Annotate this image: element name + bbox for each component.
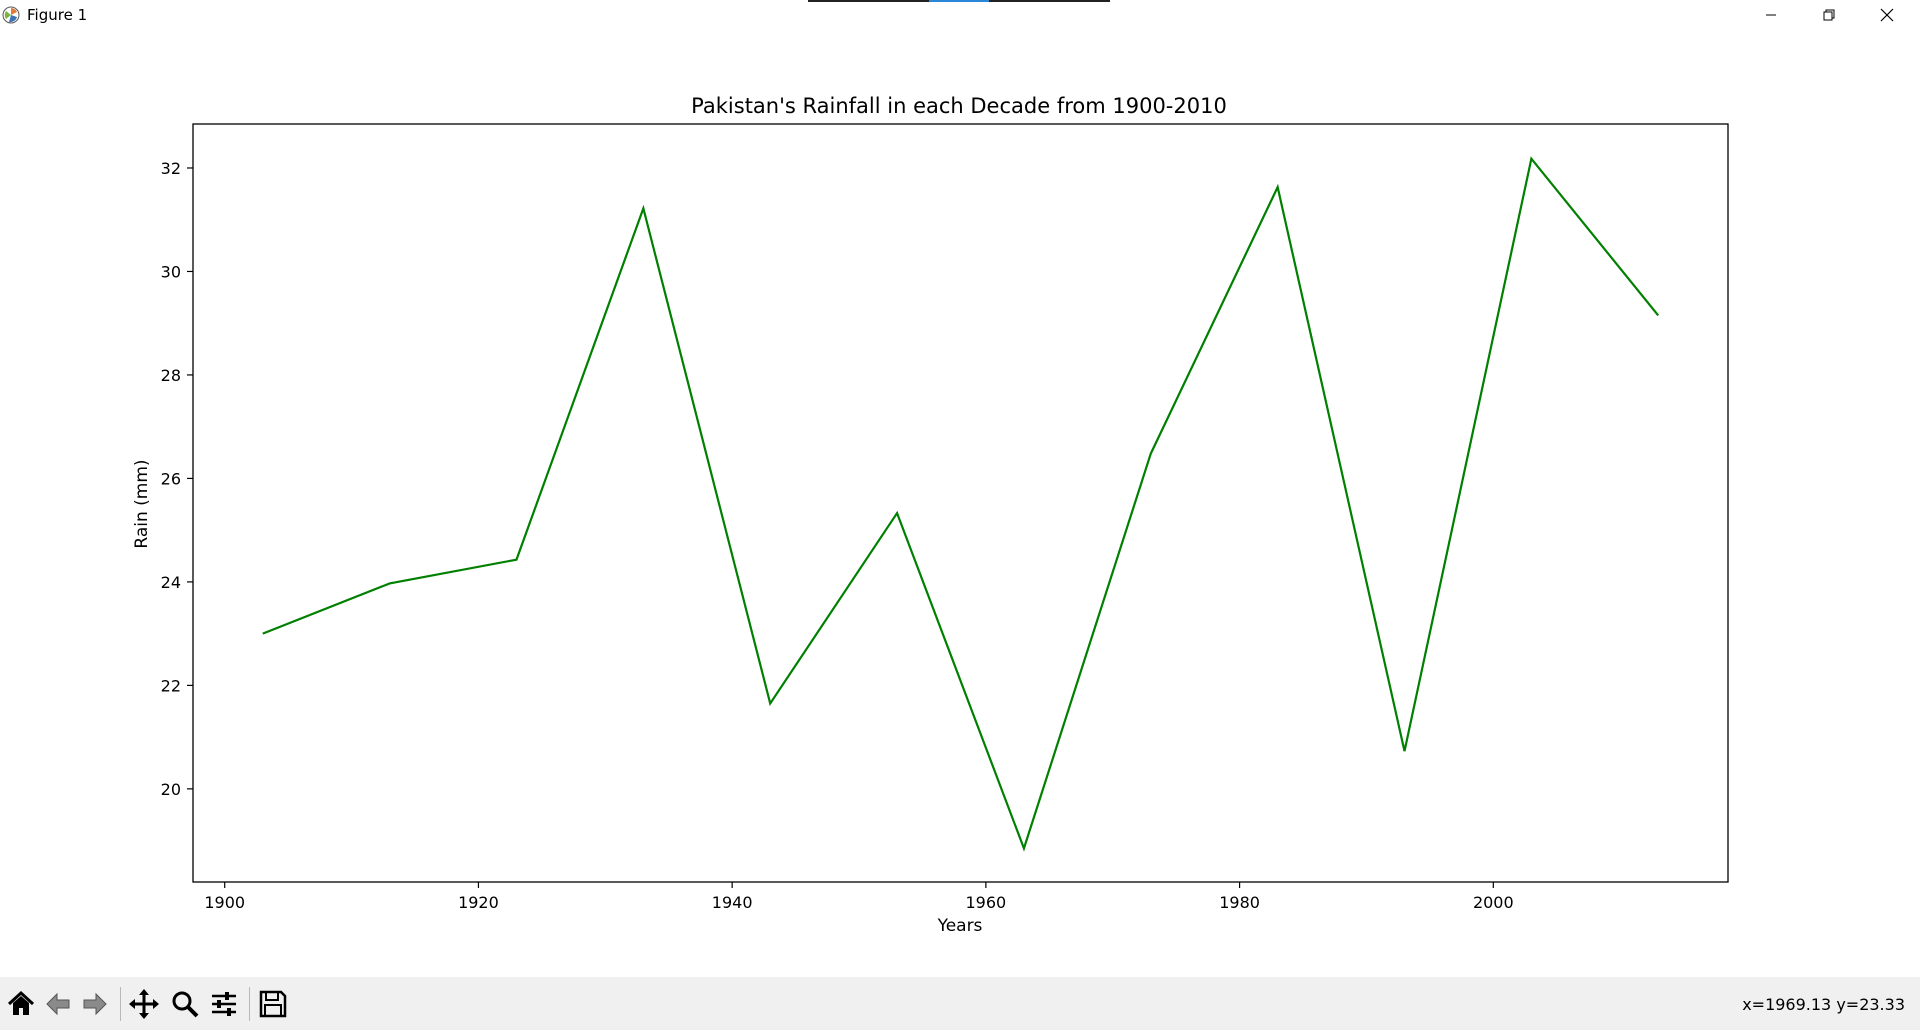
configure-subplots-icon bbox=[212, 992, 236, 1016]
navigation-toolbar: x=1969.13 y=23.33 bbox=[0, 977, 1920, 1030]
x-axis-label: Years bbox=[937, 916, 983, 936]
figure-canvas[interactable]: Pakistan's Rainfall in each Decade from … bbox=[0, 30, 1920, 977]
save-disk-icon bbox=[259, 990, 287, 1018]
home-button[interactable] bbox=[3, 984, 39, 1024]
toolbar-separator bbox=[120, 987, 121, 1021]
y-tick-label: 32 bbox=[161, 159, 181, 178]
maximize-button[interactable] bbox=[1800, 0, 1858, 30]
forward-arrow-icon bbox=[83, 992, 107, 1016]
x-tick-label: 1940 bbox=[712, 893, 753, 912]
x-tick-label: 1900 bbox=[204, 893, 245, 912]
pan-move-icon bbox=[129, 989, 159, 1019]
chart-title: Pakistan's Rainfall in each Decade from … bbox=[691, 94, 1227, 118]
matplotlib-icon bbox=[2, 6, 20, 24]
home-icon bbox=[7, 990, 35, 1015]
minimize-button[interactable] bbox=[1742, 0, 1800, 30]
close-icon bbox=[1880, 8, 1894, 22]
window-title: Figure 1 bbox=[27, 6, 88, 24]
x-tick-label: 2000 bbox=[1473, 893, 1514, 912]
axes-frame bbox=[192, 123, 1729, 883]
configure-subplots-button[interactable] bbox=[206, 984, 242, 1024]
save-button[interactable] bbox=[255, 984, 291, 1024]
toolbar-separator bbox=[249, 987, 250, 1021]
y-tick-label: 20 bbox=[161, 780, 181, 799]
pan-button[interactable] bbox=[126, 984, 162, 1024]
x-tick-label: 1960 bbox=[966, 893, 1007, 912]
zoom-magnifier-icon bbox=[172, 991, 199, 1018]
close-button[interactable] bbox=[1858, 0, 1916, 30]
y-axis-ticks: 20 22 24 26 28 30 32 bbox=[161, 159, 193, 799]
restore-icon bbox=[1823, 9, 1835, 21]
y-tick-label: 22 bbox=[161, 676, 181, 695]
y-axis-label: Rain (mm) bbox=[132, 459, 152, 548]
x-tick-label: 1920 bbox=[458, 893, 499, 912]
x-axis-ticks: 1900 1920 1940 1960 1980 2000 bbox=[204, 882, 1514, 912]
back-button[interactable] bbox=[40, 984, 76, 1024]
back-arrow-icon bbox=[46, 992, 70, 1016]
zoom-button[interactable] bbox=[167, 984, 203, 1024]
cursor-coordinates: x=1969.13 y=23.33 bbox=[1742, 995, 1905, 1014]
forward-button[interactable] bbox=[77, 984, 113, 1024]
y-tick-label: 28 bbox=[161, 366, 181, 385]
y-tick-label: 24 bbox=[161, 573, 181, 592]
rainfall-line bbox=[262, 156, 1660, 852]
y-tick-label: 26 bbox=[161, 469, 181, 488]
title-drag-indicator bbox=[808, 0, 1110, 2]
line-chart: Pakistan's Rainfall in each Decade from … bbox=[132, 94, 1729, 936]
window-titlebar: Figure 1 bbox=[0, 0, 1920, 30]
x-tick-label: 1980 bbox=[1219, 893, 1260, 912]
minimize-icon bbox=[1766, 14, 1776, 16]
y-tick-label: 30 bbox=[161, 262, 181, 281]
